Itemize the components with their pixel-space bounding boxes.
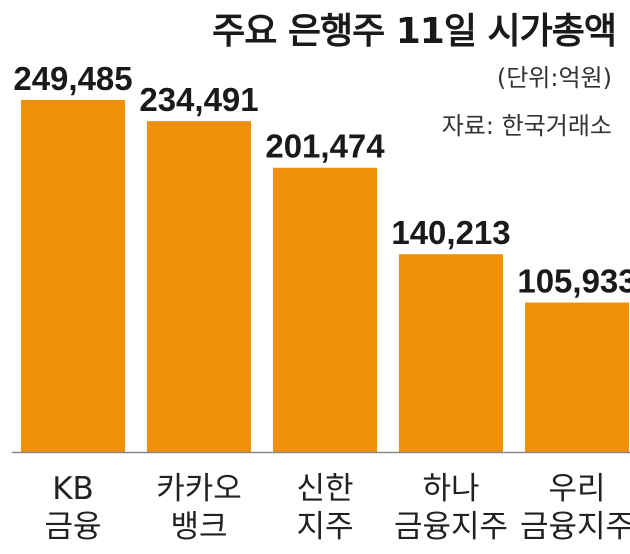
category-label-line: 뱅크	[170, 509, 228, 545]
source-note: 자료: 한국거래소	[441, 112, 612, 140]
bar-3	[399, 254, 503, 452]
bar-0	[21, 100, 125, 452]
unit-note: (단위:억원)	[496, 64, 612, 92]
category-label-2: 신한 지주	[261, 470, 389, 546]
chart-title: 주요 은행주 11일 시가총액	[212, 11, 617, 52]
category-label-line: 신한	[296, 471, 354, 507]
value-label-3: 140,213	[391, 214, 510, 251]
category-label-3: 하나 금융지주	[387, 470, 515, 546]
category-label-line: 금융	[44, 509, 102, 545]
value-label-2: 201,474	[265, 128, 385, 165]
category-label-line: 금융지주	[393, 509, 509, 545]
bar-2	[273, 167, 377, 453]
category-label-line: 카카오	[156, 471, 242, 507]
category-label-line: KB	[52, 471, 94, 507]
category-label-line: 금융지주	[519, 509, 630, 545]
category-label-line: 하나	[422, 471, 480, 507]
value-label-0: 249,485	[13, 60, 132, 97]
category-label-line: 지주	[296, 509, 354, 545]
category-label-4: 우리 금융지주	[513, 470, 630, 546]
category-label-line: 우리	[548, 471, 606, 507]
bar-1	[147, 121, 251, 453]
value-label-1: 234,491	[139, 81, 258, 118]
bar-4	[525, 302, 629, 452]
value-label-4: 105,933	[517, 263, 630, 300]
category-label-1: 카카오 뱅크	[135, 470, 263, 546]
category-label-0: KB 금융	[9, 470, 137, 546]
